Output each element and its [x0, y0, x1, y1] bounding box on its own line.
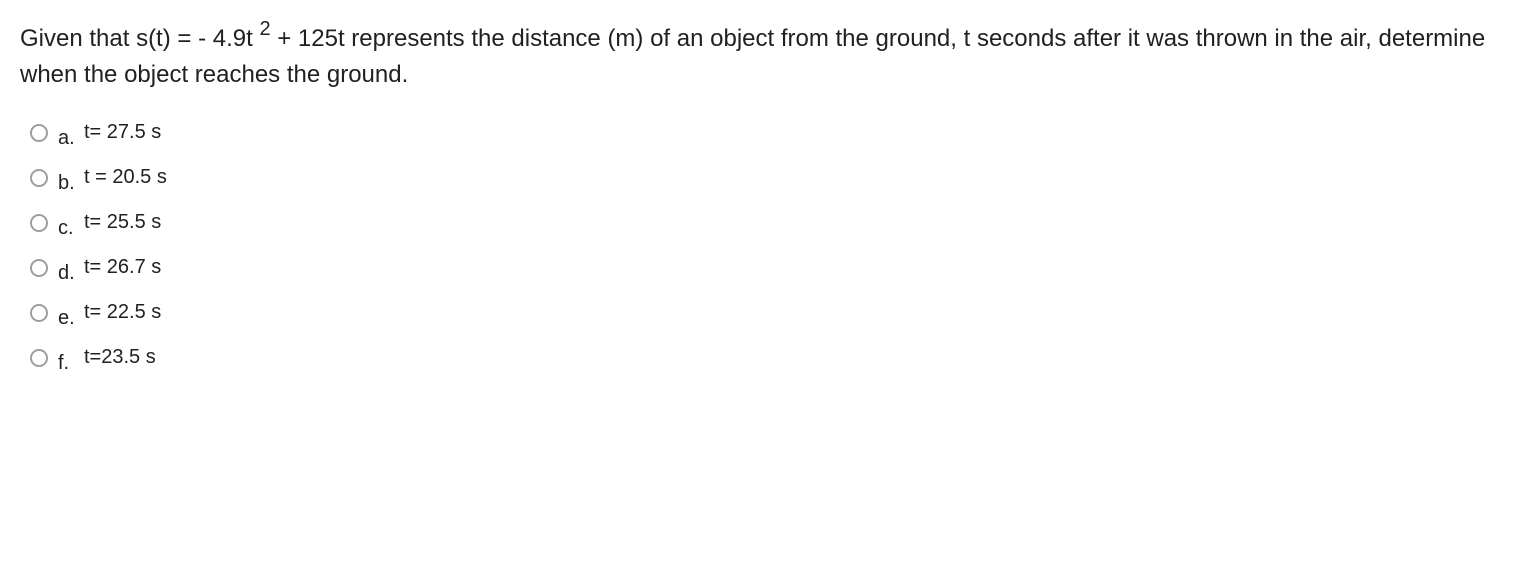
option-letter: e.: [58, 307, 78, 330]
option-a[interactable]: a. t= 27.5 s: [30, 121, 1514, 144]
radio-a[interactable]: [30, 124, 48, 142]
option-text: t=23.5 s: [84, 346, 156, 369]
question-exponent: 2: [259, 18, 270, 40]
option-text: t= 27.5 s: [84, 121, 161, 144]
option-e[interactable]: e. t= 22.5 s: [30, 301, 1514, 324]
option-b[interactable]: b. t = 20.5 s: [30, 166, 1514, 189]
radio-b[interactable]: [30, 169, 48, 187]
option-letter: c.: [58, 217, 78, 240]
option-c[interactable]: c. t= 25.5 s: [30, 211, 1514, 234]
option-text: t= 25.5 s: [84, 211, 161, 234]
question-prefix: Given that s(t) = - 4.9t: [20, 25, 259, 52]
option-text: t = 20.5 s: [84, 166, 167, 189]
radio-e[interactable]: [30, 304, 48, 322]
option-letter: b.: [58, 172, 78, 195]
option-text: t= 22.5 s: [84, 301, 161, 324]
option-text: t= 26.7 s: [84, 256, 161, 279]
radio-c[interactable]: [30, 214, 48, 232]
option-letter: a.: [58, 127, 78, 150]
question-text: Given that s(t) = - 4.9t 2 + 125t repres…: [20, 16, 1514, 93]
option-d[interactable]: d. t= 26.7 s: [30, 256, 1514, 279]
option-f[interactable]: f. t=23.5 s: [30, 346, 1514, 369]
option-letter: f.: [58, 352, 78, 375]
radio-d[interactable]: [30, 259, 48, 277]
option-letter: d.: [58, 262, 78, 285]
options-group: a. t= 27.5 s b. t = 20.5 s c. t= 25.5 s …: [20, 121, 1514, 369]
radio-f[interactable]: [30, 349, 48, 367]
